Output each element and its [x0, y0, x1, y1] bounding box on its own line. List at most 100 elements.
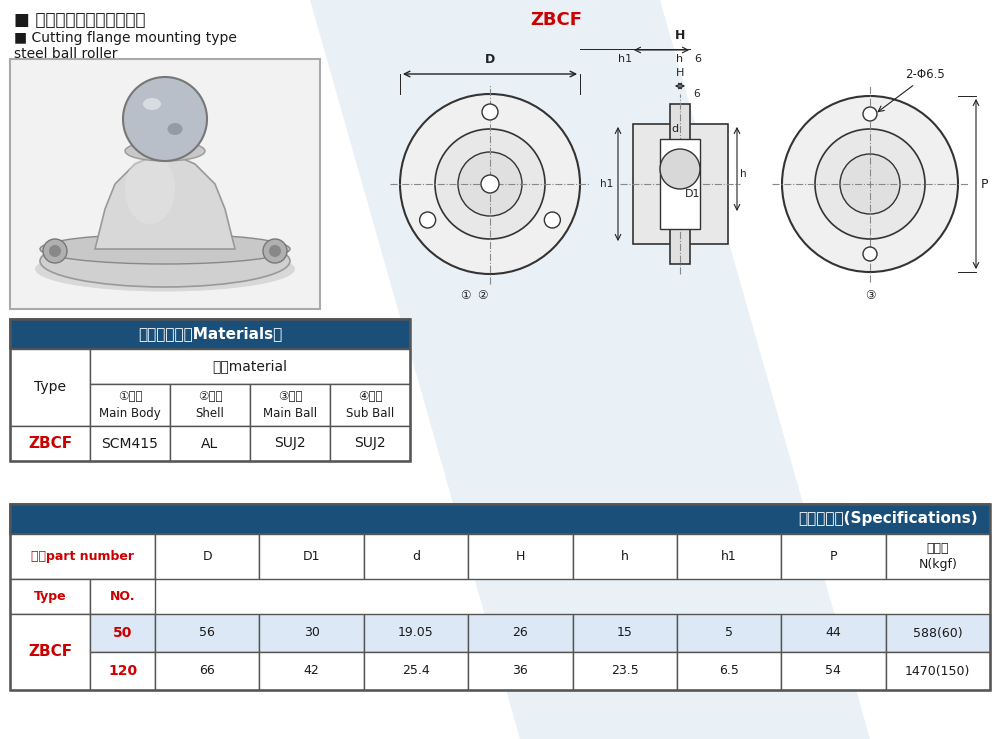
Text: 23.5: 23.5 — [611, 664, 639, 678]
Ellipse shape — [143, 98, 161, 110]
Bar — [250, 426, 330, 461]
Bar — [10, 579, 90, 614]
Text: NO.: NO. — [110, 590, 135, 603]
Bar — [10, 534, 155, 579]
Text: 6: 6 — [693, 89, 700, 99]
Bar — [155, 652, 259, 690]
Circle shape — [123, 77, 207, 161]
Text: 材质对照表（Materials）: 材质对照表（Materials） — [138, 327, 282, 341]
Bar — [170, 384, 250, 426]
Text: h1: h1 — [600, 179, 613, 189]
Text: h: h — [621, 550, 629, 563]
Bar — [330, 426, 410, 461]
Text: H: H — [675, 29, 685, 42]
Bar — [572, 534, 677, 579]
Bar — [468, 652, 572, 690]
Text: 26: 26 — [512, 627, 528, 639]
Bar — [170, 426, 250, 461]
Circle shape — [269, 245, 281, 257]
Text: 44: 44 — [826, 627, 841, 639]
Bar — [572, 614, 677, 652]
Circle shape — [482, 104, 498, 120]
Bar — [468, 614, 572, 652]
Text: Type: Type — [34, 590, 66, 603]
Text: 耐负载
N(kgf): 耐负载 N(kgf) — [918, 542, 957, 571]
Text: 19.05: 19.05 — [398, 627, 434, 639]
Bar — [572, 652, 677, 690]
Bar — [330, 384, 410, 426]
Bar — [90, 349, 410, 384]
Polygon shape — [310, 0, 870, 739]
Text: ■ Cutting flange mounting type: ■ Cutting flange mounting type — [14, 31, 237, 45]
Circle shape — [49, 245, 61, 257]
Bar — [259, 614, 364, 652]
Text: ■ 切削法兰安装型钉珠滚轮: ■ 切削法兰安装型钉珠滚轮 — [14, 11, 146, 29]
Text: ③主球
Main Ball: ③主球 Main Ball — [263, 390, 317, 420]
Text: d: d — [671, 124, 679, 134]
Text: 588(60): 588(60) — [913, 627, 963, 639]
Text: ④副球
Sub Ball: ④副球 Sub Ball — [346, 390, 394, 420]
Text: 120: 120 — [108, 664, 137, 678]
Text: SCM415: SCM415 — [102, 437, 158, 451]
Bar — [90, 579, 155, 614]
Text: h: h — [740, 169, 747, 179]
Text: P: P — [981, 177, 988, 191]
Text: SUJ2: SUJ2 — [354, 437, 386, 451]
Text: 材质material: 材质material — [212, 359, 288, 373]
Circle shape — [43, 239, 67, 263]
Text: H: H — [676, 68, 684, 78]
Bar — [10, 349, 90, 426]
Bar — [155, 534, 259, 579]
Bar — [670, 104, 690, 264]
Bar — [781, 534, 886, 579]
Bar — [10, 504, 990, 534]
Bar — [10, 319, 410, 349]
Bar — [10, 504, 990, 690]
Bar — [677, 534, 781, 579]
Bar — [633, 124, 728, 244]
Bar — [259, 652, 364, 690]
Ellipse shape — [168, 123, 182, 135]
Text: ②壳体
Shell: ②壳体 Shell — [196, 390, 224, 420]
Circle shape — [263, 239, 287, 263]
Bar — [10, 426, 90, 461]
Bar — [364, 534, 468, 579]
Text: steel ball roller: steel ball roller — [14, 47, 118, 61]
Circle shape — [815, 129, 925, 239]
Bar — [90, 426, 170, 461]
Text: ZBCF: ZBCF — [530, 11, 582, 29]
Text: d: d — [412, 550, 420, 563]
Text: P: P — [830, 550, 837, 563]
Bar — [10, 614, 90, 690]
Bar — [364, 614, 468, 652]
Ellipse shape — [40, 235, 290, 287]
Circle shape — [420, 212, 436, 228]
Bar — [886, 534, 990, 579]
Bar — [468, 534, 572, 579]
Ellipse shape — [125, 141, 205, 161]
Circle shape — [458, 152, 522, 216]
Circle shape — [400, 94, 580, 274]
Text: 1470(150): 1470(150) — [905, 664, 970, 678]
Ellipse shape — [35, 247, 295, 291]
Bar — [886, 652, 990, 690]
Circle shape — [435, 129, 545, 239]
Text: D: D — [202, 550, 212, 563]
Bar — [10, 319, 410, 461]
Bar — [886, 614, 990, 652]
Text: D1: D1 — [685, 189, 700, 199]
Circle shape — [840, 154, 900, 214]
Bar — [250, 384, 330, 426]
Bar — [677, 652, 781, 690]
Text: H: H — [516, 550, 525, 563]
Text: 50: 50 — [113, 626, 132, 640]
Text: 25.4: 25.4 — [402, 664, 430, 678]
Bar — [660, 139, 700, 229]
Text: D1: D1 — [303, 550, 320, 563]
Bar — [90, 614, 155, 652]
Bar — [10, 59, 320, 309]
Text: 36: 36 — [512, 664, 528, 678]
Bar — [677, 614, 781, 652]
Text: 30: 30 — [304, 627, 320, 639]
Text: ③: ③ — [865, 289, 875, 302]
